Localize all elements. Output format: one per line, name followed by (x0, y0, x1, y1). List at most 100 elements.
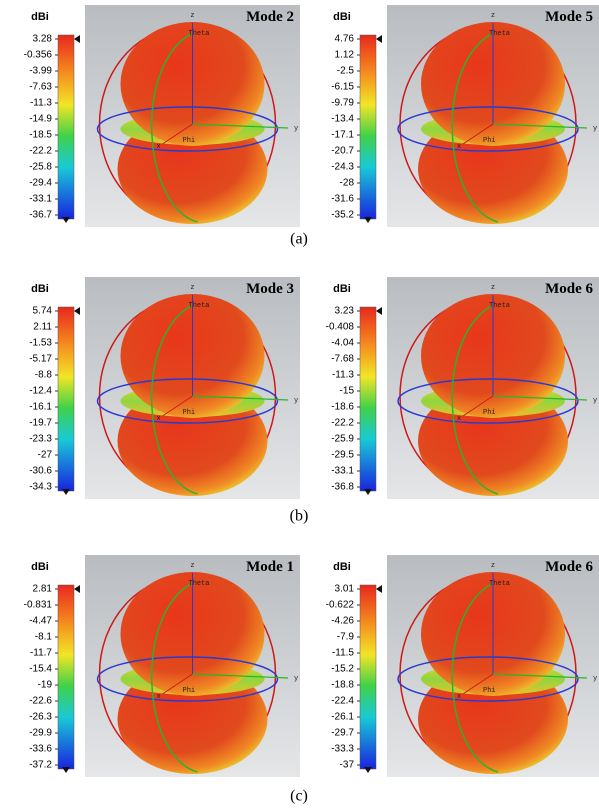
scale-label: -19.7 (29, 418, 52, 429)
x-label: x (157, 693, 161, 701)
theta-label: Theta (189, 30, 210, 38)
scale-label: -33.1 (331, 466, 354, 477)
scale-label: -37.2 (29, 760, 52, 771)
scale-label: -8.8 (35, 370, 53, 381)
scale-label: -29.4 (29, 178, 52, 189)
theta-label: Theta (189, 580, 210, 588)
scale-label: -30.6 (29, 466, 52, 477)
y-label: y (294, 397, 298, 405)
scale-label: -35.2 (331, 210, 354, 221)
mode-title: Mode 1 (246, 559, 294, 575)
scale-label: -34.3 (29, 482, 52, 493)
scale-label: 3.28 (33, 34, 53, 45)
unit-label: dBi (333, 283, 351, 295)
z-label: z (190, 562, 194, 570)
scale-label: -4.47 (29, 616, 52, 627)
scale-label: -15.2 (331, 664, 354, 675)
scale-label: -0.356 (24, 50, 53, 61)
marker (364, 217, 372, 223)
theta-label: Theta (189, 302, 210, 310)
scale-label: -0.831 (24, 600, 53, 611)
scale-label: -22.2 (331, 418, 354, 429)
marker (376, 585, 382, 593)
scale-label: -25.9 (331, 434, 354, 445)
scale-label: -7.9 (337, 632, 355, 643)
marker (74, 307, 80, 315)
color-bar (360, 585, 376, 769)
phi-label: Phi (483, 409, 496, 417)
scale-label: -26.3 (29, 712, 52, 723)
scale-label: -11.7 (30, 648, 52, 659)
caption: (c) (290, 788, 308, 805)
marker (62, 767, 70, 773)
x-label: x (457, 415, 461, 423)
scale-label: -14.9 (29, 114, 52, 125)
scale-label: -9.79 (331, 98, 354, 109)
unit-label: dBi (31, 11, 49, 23)
scale-label: -33.6 (29, 744, 52, 755)
phi-label: Phi (183, 409, 196, 417)
theta-label: Theta (489, 30, 510, 38)
x-label: x (457, 143, 461, 151)
z-label: z (491, 562, 495, 570)
color-bar (360, 307, 376, 491)
scale-label: -8.1 (35, 632, 53, 643)
scale-label: -4.26 (331, 616, 354, 627)
mode-title: Mode 2 (246, 9, 294, 25)
phi-label: Phi (183, 137, 196, 145)
scale-label: -1.53 (29, 338, 52, 349)
color-bar (58, 307, 74, 491)
x-label: x (457, 693, 461, 701)
scale-label: -2.5 (337, 66, 355, 77)
theta-label: Theta (489, 302, 510, 310)
y-label: y (593, 125, 597, 133)
scale-label: -18.8 (331, 680, 354, 691)
mode-title: Mode 6 (545, 559, 593, 575)
scale-label: -11.5 (332, 648, 354, 659)
x-label: x (157, 415, 161, 423)
figure: (a)dBi3.28-0.356-3.99-7.63-11.3-14.9-18.… (0, 0, 599, 810)
scale-label: -31.6 (331, 194, 354, 205)
unit-label: dBi (333, 11, 351, 23)
scale-label: -29.7 (331, 728, 354, 739)
scale-label: -25.8 (29, 162, 52, 173)
marker (364, 767, 372, 773)
scale-label: -29.5 (331, 450, 354, 461)
unit-label: dBi (31, 561, 49, 573)
scale-label: -6.15 (331, 82, 354, 93)
scale-label: -33.1 (29, 194, 52, 205)
scale-label: 3.23 (335, 306, 355, 317)
scale-label: -36.7 (29, 210, 52, 221)
scale-label: 1.12 (335, 50, 355, 61)
scale-label: -33.3 (331, 744, 354, 755)
scale-label: -15 (340, 386, 355, 397)
mode-title: Mode 5 (545, 9, 593, 25)
scale-label: -4.04 (331, 338, 354, 349)
mode-title: Mode 3 (246, 281, 294, 297)
scale-label: 2.11 (33, 322, 52, 333)
y-label: y (294, 125, 298, 133)
y-label: y (294, 675, 298, 683)
phi-label: Phi (483, 137, 496, 145)
scale-label: 2.81 (33, 584, 53, 595)
scale-label: -5.17 (29, 354, 52, 365)
scale-label: -7.68 (331, 354, 354, 365)
scale-label: -28 (340, 178, 355, 189)
scale-label: -18.5 (29, 130, 52, 141)
scale-label: -37 (340, 760, 355, 771)
z-label: z (190, 12, 194, 20)
scale-label: -3.99 (29, 66, 52, 77)
scale-label: -22.2 (29, 146, 52, 157)
scale-label: -12.4 (29, 386, 52, 397)
z-label: z (190, 284, 194, 292)
scale-label: -15.4 (29, 664, 52, 675)
scale-label: 4.76 (335, 34, 355, 45)
marker (376, 307, 382, 315)
scale-label: -7.63 (29, 82, 52, 93)
y-label: y (593, 397, 597, 405)
scale-label: -17.1 (331, 130, 354, 141)
scale-label: -24.3 (331, 162, 354, 173)
scale-label: -18.6 (331, 402, 354, 413)
scale-label: -27 (38, 450, 53, 461)
scale-label: -23.3 (29, 434, 52, 445)
